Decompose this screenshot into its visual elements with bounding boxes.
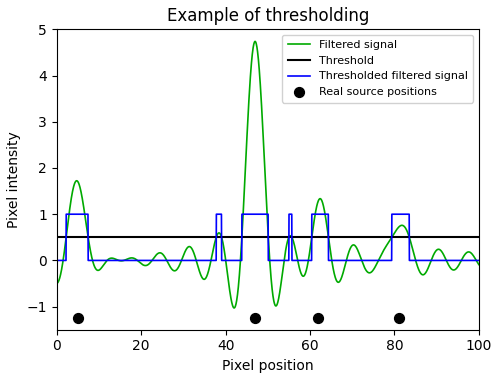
Real source positions: [251, 315, 259, 321]
Thresholded filtered signal: [54, 258, 60, 263]
Filtered signal: [75, 180, 81, 185]
Filtered signal: [259, 119, 265, 124]
Filtered signal: [248, 66, 254, 71]
Thresholded filtered signal: [75, 212, 81, 217]
Filtered signal: [231, 306, 237, 310]
Filtered signal: [252, 39, 258, 44]
Thresholded filtered signal: [464, 258, 470, 263]
Line: Thresholded filtered signal: Thresholded filtered signal: [57, 214, 479, 260]
Y-axis label: Pixel intensity: Pixel intensity: [7, 131, 21, 228]
Filtered signal: [54, 281, 60, 286]
Real source positions: [314, 315, 322, 321]
Filtered signal: [464, 250, 470, 255]
Title: Example of thresholding: Example of thresholding: [167, 7, 369, 25]
Thresholded filtered signal: [259, 212, 265, 217]
Thresholded filtered signal: [476, 258, 482, 263]
X-axis label: Pixel position: Pixel position: [222, 359, 313, 373]
Line: Filtered signal: Filtered signal: [57, 41, 479, 308]
Filtered signal: [464, 250, 470, 255]
Thresholded filtered signal: [63, 212, 69, 217]
Real source positions: [74, 315, 82, 321]
Thresholded filtered signal: [386, 258, 392, 263]
Thresholded filtered signal: [248, 212, 254, 217]
Legend: Filtered signal, Threshold, Thresholded filtered signal, Real source positions: Filtered signal, Threshold, Thresholded …: [282, 35, 474, 103]
Threshold: [54, 235, 60, 240]
Filtered signal: [387, 239, 393, 243]
Real source positions: [395, 315, 403, 321]
Thresholded filtered signal: [464, 258, 470, 263]
Threshold: [58, 235, 64, 240]
Filtered signal: [476, 262, 482, 267]
